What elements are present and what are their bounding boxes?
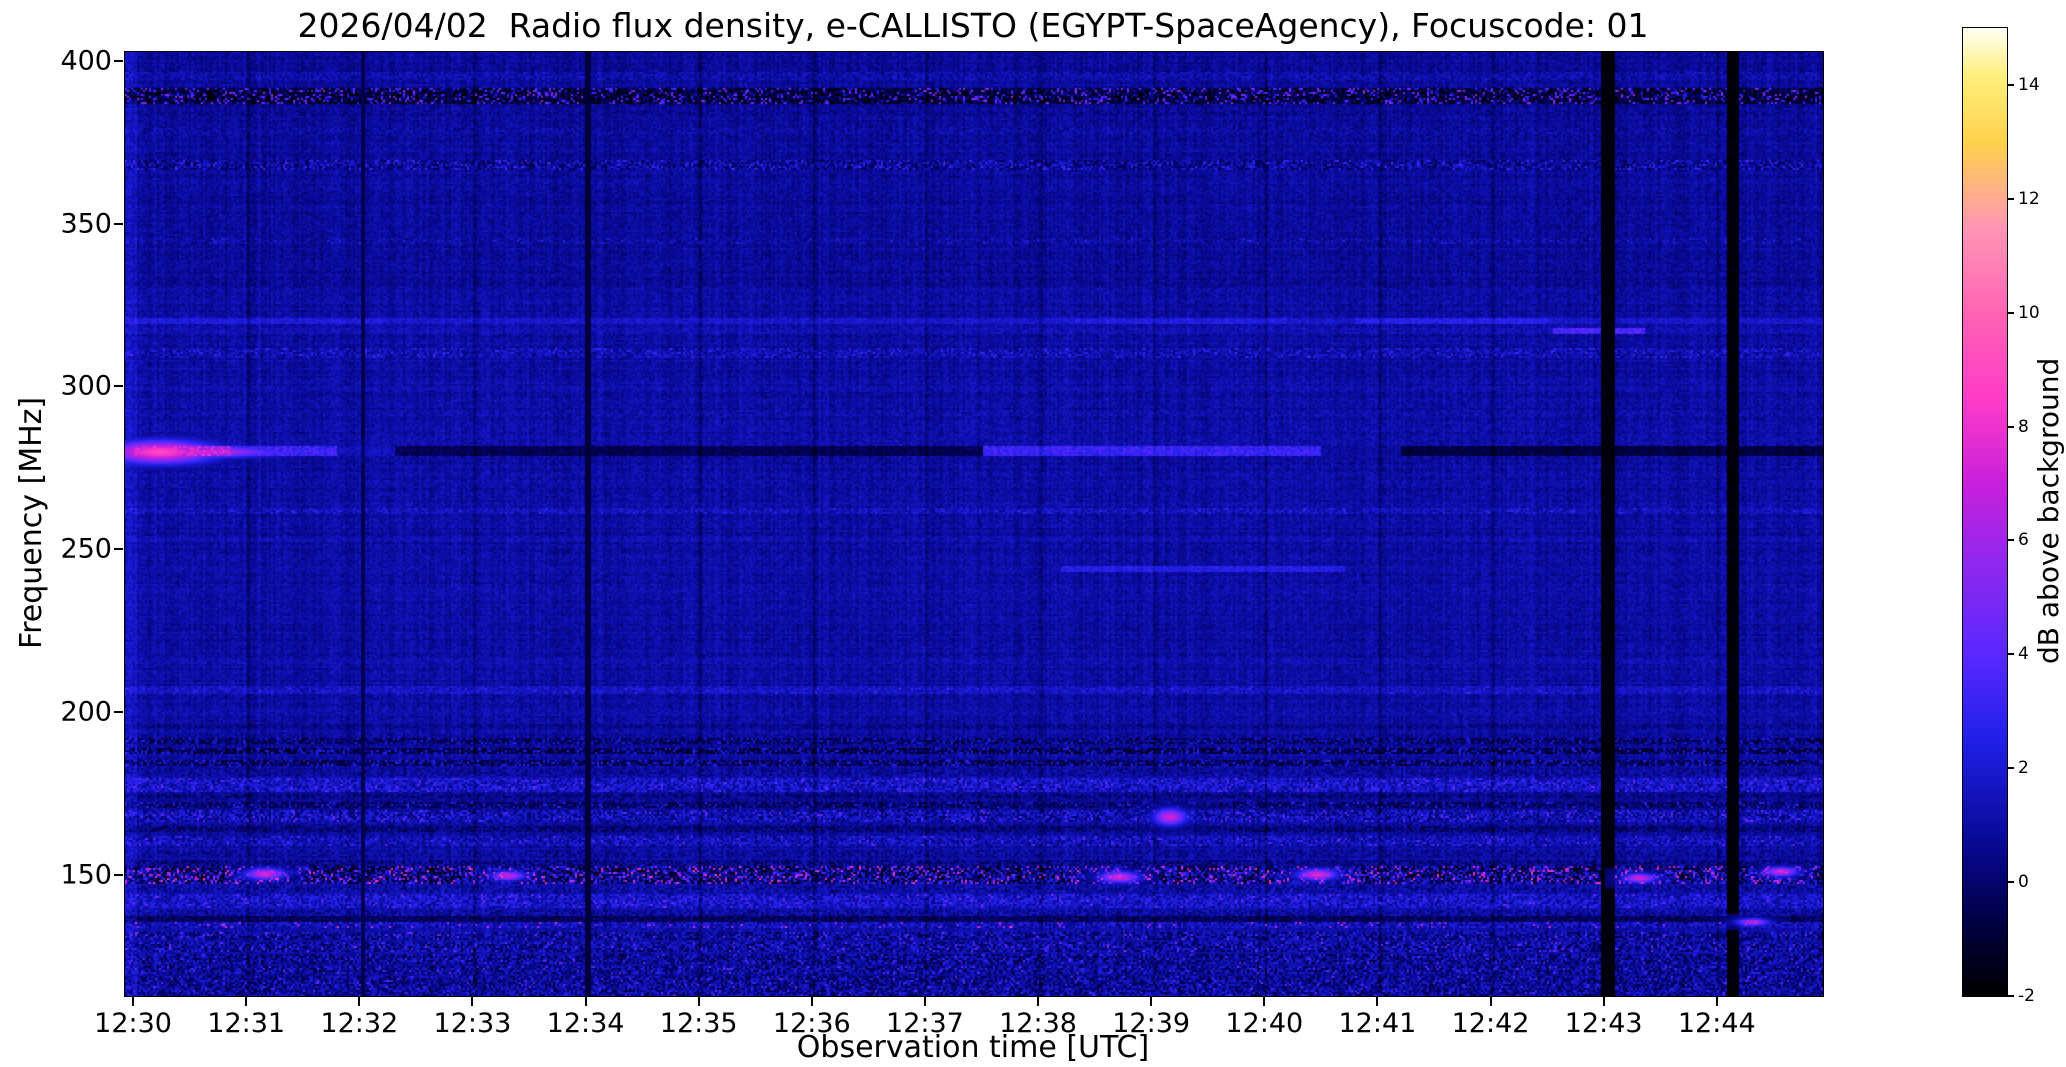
x-tick-label: 12:32 [320, 1008, 399, 1039]
colorbar-tick-label: 2 [2018, 758, 2029, 779]
x-tick-label: 12:30 [94, 1008, 172, 1039]
colorbar-tick-label: 10 [2018, 302, 2040, 323]
y-tick-mark [114, 548, 123, 551]
colorbar-tick-label: 6 [2018, 530, 2029, 551]
y-axis-label: Frequency [MHz] [14, 396, 49, 650]
x-tick-label: 12:37 [886, 1008, 964, 1039]
colorbar-tick-mark [2008, 767, 2014, 770]
x-tick-label: 12:40 [1225, 1008, 1304, 1039]
x-tick-mark [1150, 997, 1153, 1006]
y-tick-label: 300 [60, 370, 112, 402]
colorbar-tick-label: 8 [2018, 416, 2029, 437]
colorbar-tick-mark [2008, 197, 2014, 200]
y-tick-mark [114, 222, 123, 225]
y-tick-mark [114, 710, 123, 713]
y-tick-label: 200 [60, 696, 112, 728]
y-tick-label: 400 [60, 45, 112, 77]
colorbar-tick-label: 4 [2018, 644, 2029, 665]
x-tick-mark [810, 997, 813, 1006]
x-tick-label: 12:38 [999, 1008, 1077, 1039]
y-tick-mark [114, 873, 123, 876]
x-tick-label: 12:39 [1112, 1008, 1191, 1039]
x-tick-mark [245, 997, 248, 1006]
colorbar-tick-label: 12 [2018, 188, 2040, 209]
colorbar [1962, 27, 2008, 997]
x-tick-label: 12:31 [207, 1008, 286, 1039]
chart-title: 2026/04/02 Radio flux density, e-CALLIST… [297, 6, 1649, 45]
x-tick-label: 12:34 [546, 1008, 625, 1039]
x-tick-mark [697, 997, 700, 1006]
colorbar-tick-label: 14 [2018, 74, 2040, 95]
x-axis-label: Observation time [UTC] [796, 1030, 1150, 1065]
x-tick-mark [132, 997, 135, 1006]
y-tick-mark [114, 385, 123, 388]
x-tick-mark [471, 997, 474, 1006]
y-tick-label: 350 [60, 208, 112, 240]
x-tick-mark [1602, 997, 1605, 1006]
x-tick-label: 12:42 [1451, 1008, 1530, 1039]
colorbar-label: dB above background [2032, 357, 2065, 665]
x-tick-label: 12:44 [1677, 1008, 1756, 1039]
x-tick-label: 12:35 [659, 1008, 738, 1039]
colorbar-tick-mark [2008, 311, 2014, 314]
x-tick-label: 12:33 [433, 1008, 512, 1039]
x-tick-mark [1376, 997, 1379, 1006]
colorbar-tick-label: -2 [2018, 986, 2035, 1006]
plot-area [124, 51, 1824, 997]
colorbar-tick-mark [2008, 425, 2014, 428]
colorbar-tick-mark [2008, 881, 2014, 884]
x-tick-mark [1715, 997, 1718, 1006]
y-tick-mark [114, 59, 123, 62]
spectrogram-canvas [125, 52, 1823, 996]
x-tick-mark [923, 997, 926, 1006]
y-tick-label: 150 [60, 859, 112, 891]
x-tick-mark [1263, 997, 1266, 1006]
y-tick-label: 250 [60, 533, 112, 565]
colorbar-tick-mark [2008, 83, 2014, 86]
x-tick-mark [358, 997, 361, 1006]
colorbar-tick-mark [2008, 653, 2014, 656]
colorbar-tick-mark [2008, 995, 2014, 997]
x-tick-label: 12:43 [1564, 1008, 1643, 1039]
x-tick-mark [1037, 997, 1040, 1006]
x-tick-label: 12:36 [772, 1008, 851, 1039]
colorbar-tick-label: 0 [2018, 872, 2029, 893]
x-tick-mark [584, 997, 587, 1006]
colorbar-tick-mark [2008, 539, 2014, 542]
x-tick-mark [1489, 997, 1492, 1006]
x-tick-label: 12:41 [1338, 1008, 1417, 1039]
